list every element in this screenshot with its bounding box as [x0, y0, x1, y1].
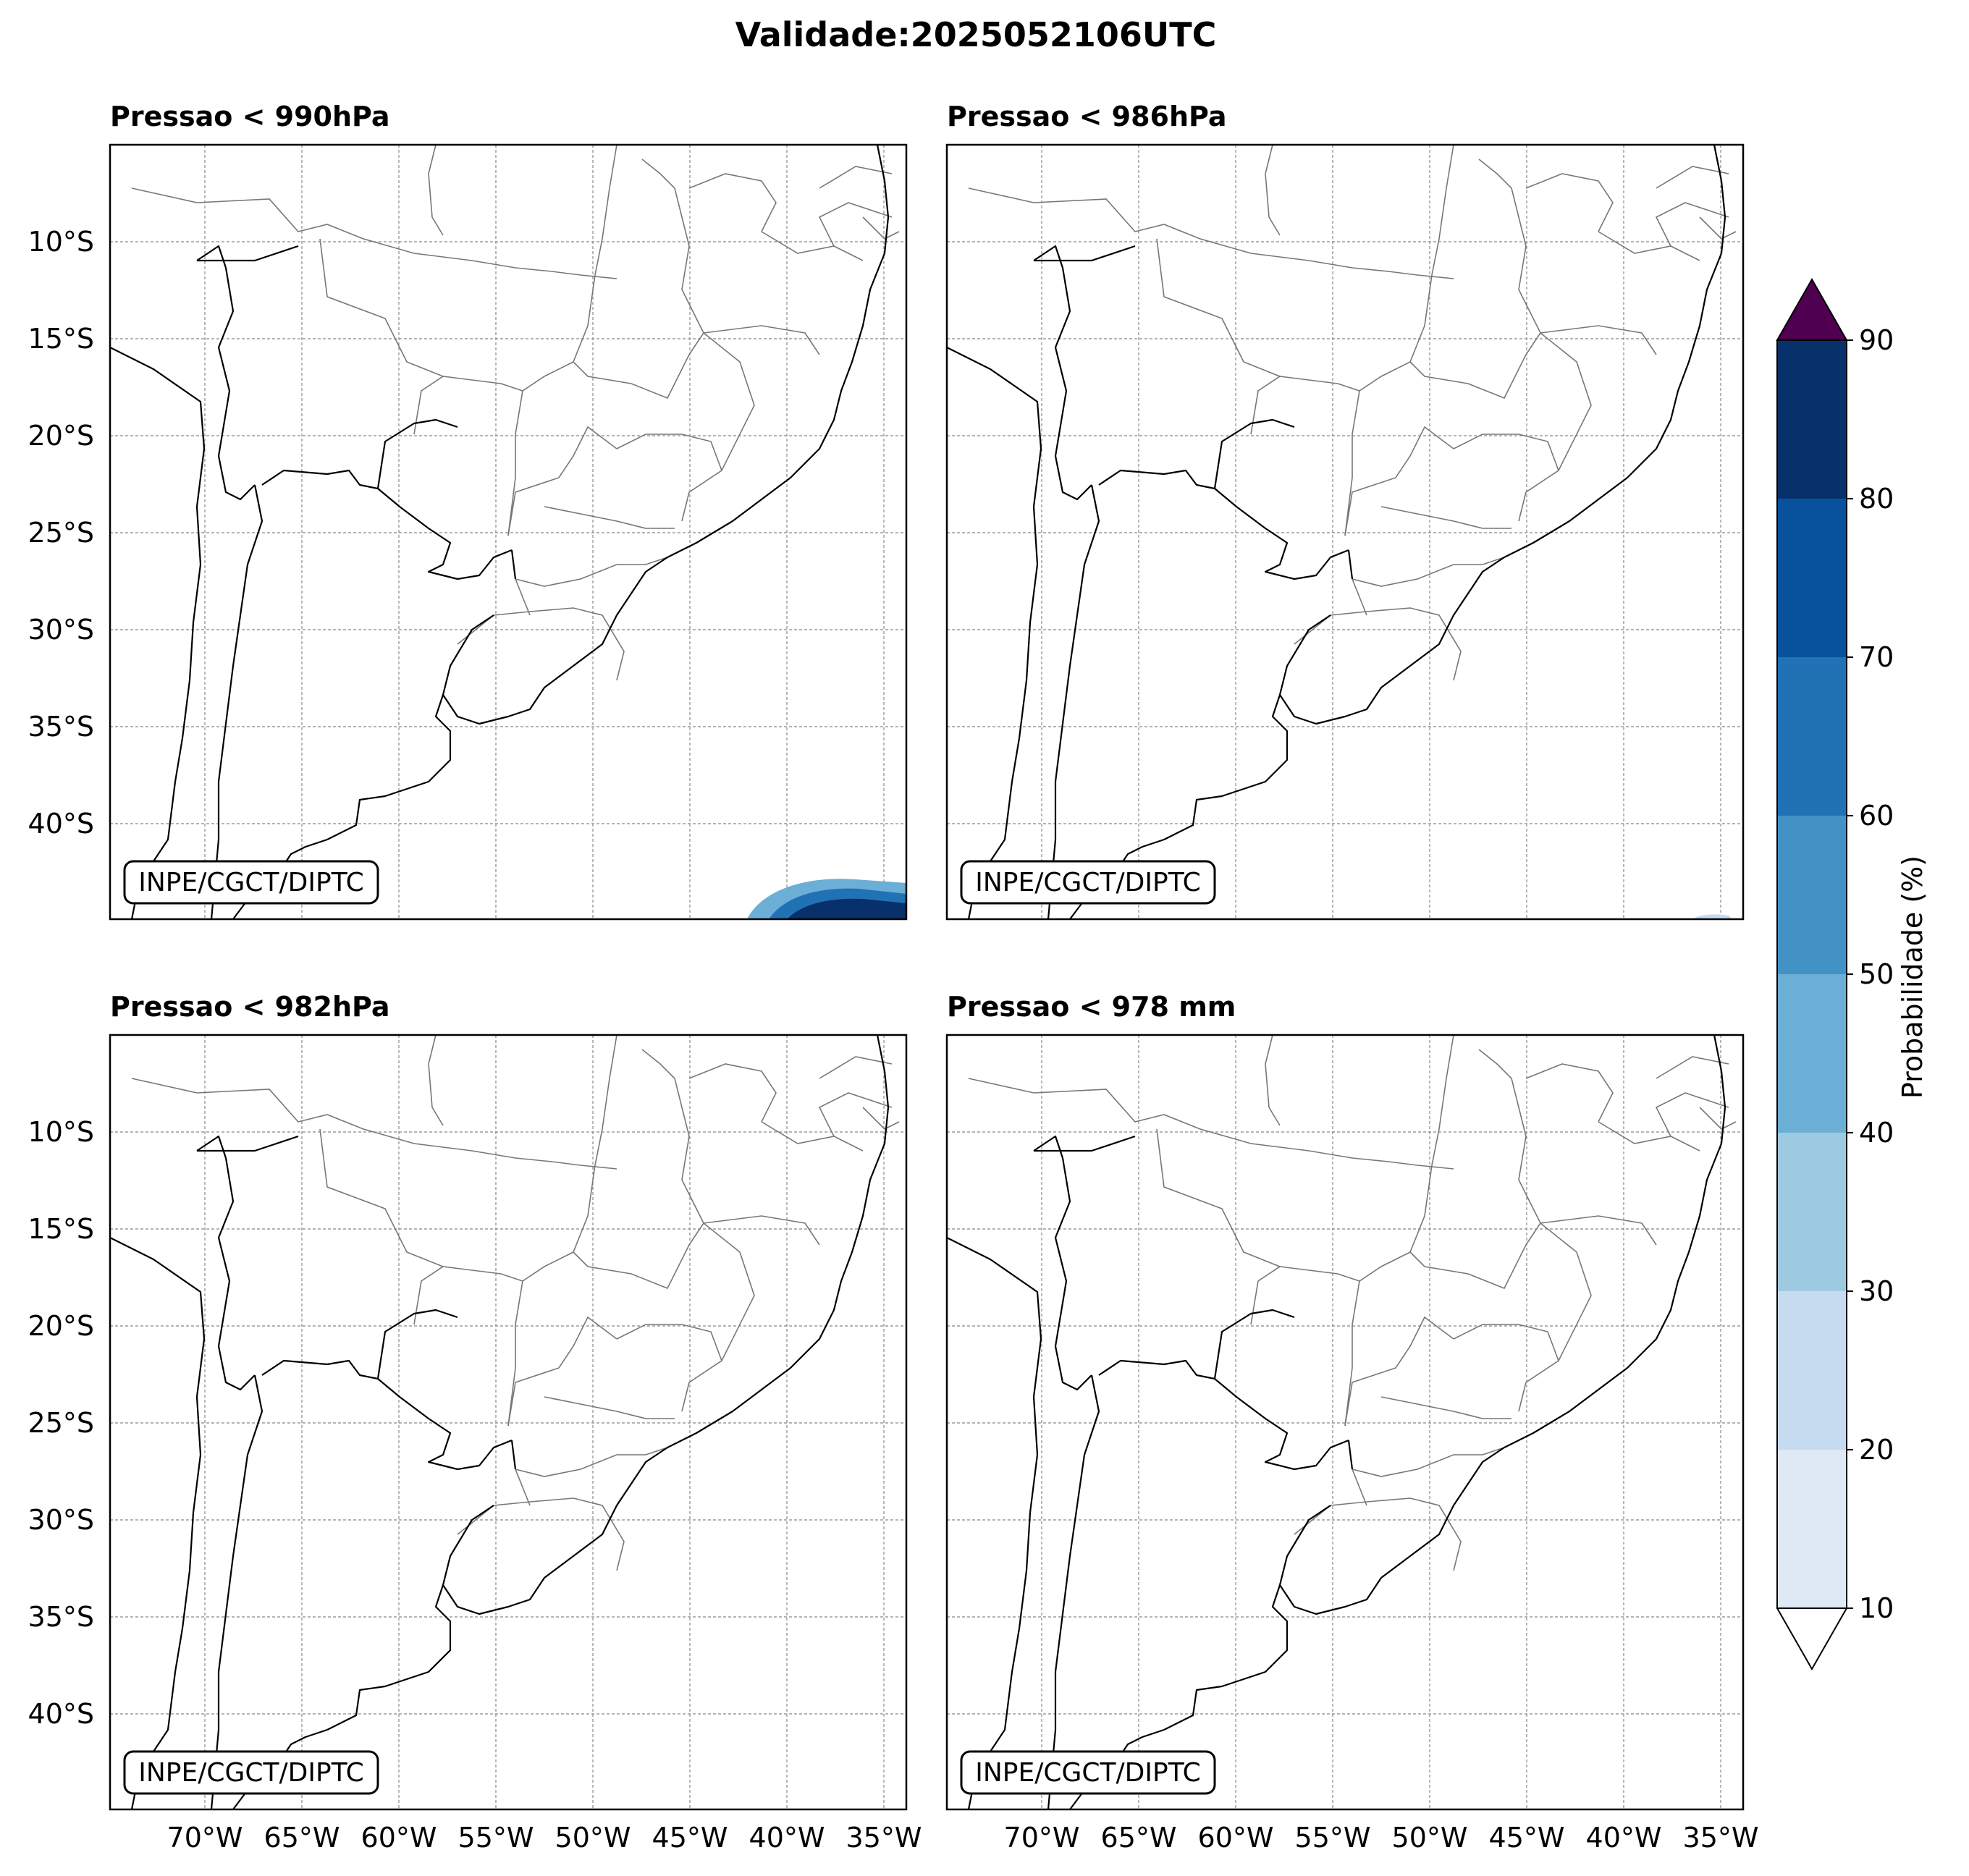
cb-segment-50-60: [1777, 816, 1847, 974]
colorbar: 10 20 30 40 50 60 70 80 90 Probabilidade…: [1776, 277, 1928, 1671]
cb-segment-10-20: [1777, 1450, 1847, 1608]
lat-tick: 35°S: [28, 1601, 94, 1633]
lat-labels-bottom: 10°S 15°S 20°S 25°S 30°S 35°S 40°S: [28, 1116, 94, 1730]
lat-tick: 10°S: [28, 226, 94, 258]
cb-tick: 10: [1859, 1592, 1894, 1624]
lat-tick: 15°S: [28, 1213, 94, 1245]
lon-tick: 35°W: [1683, 1822, 1759, 1854]
probability-area-986hpa: [1692, 914, 1732, 919]
lat-tick: 15°S: [28, 323, 94, 355]
lon-tick: 65°W: [1101, 1822, 1177, 1854]
credit-badge: INPE/CGCT/DIPTC: [960, 860, 1216, 905]
cb-segment-30-40: [1777, 1133, 1847, 1291]
cb-segment-60-70: [1777, 657, 1847, 816]
cb-segment-20-30: [1777, 1291, 1847, 1450]
lon-tick: 50°W: [1392, 1822, 1468, 1854]
cb-tick: 40: [1859, 1117, 1894, 1149]
cb-tick: 80: [1859, 483, 1894, 515]
lat-tick: 20°S: [28, 420, 94, 452]
svg-text:INPE/CGCT/DIPTC: INPE/CGCT/DIPTC: [138, 1758, 363, 1788]
lon-tick: 60°W: [1198, 1822, 1274, 1854]
panel-title: Pressao < 986hPa: [947, 101, 1227, 132]
cb-tick: 60: [1859, 800, 1894, 832]
panel-title: Pressao < 978 mm: [947, 991, 1236, 1023]
lon-tick: 70°W: [1004, 1822, 1080, 1854]
lat-tick: 40°S: [28, 808, 94, 840]
lon-tick: 55°W: [1295, 1822, 1371, 1854]
figure-title: Validade:2025052106UTC: [735, 15, 1217, 54]
panel-990hpa: Pressao < 990hPa INPE/CGCT/DIPTC: [109, 101, 908, 921]
cb-tick: 70: [1859, 641, 1894, 673]
colorbar-label: Probabilidade (%): [1897, 855, 1928, 1099]
lon-tick: 35°W: [846, 1822, 922, 1854]
cb-tick: 20: [1859, 1434, 1894, 1466]
cb-segment-80-90: [1777, 340, 1847, 499]
cb-tick: 90: [1859, 324, 1894, 356]
lat-tick: 30°S: [28, 614, 94, 646]
credit-badge: INPE/CGCT/DIPTC: [960, 1750, 1216, 1795]
cb-under-triangle: [1776, 1607, 1848, 1671]
lon-tick: 40°W: [1586, 1822, 1662, 1854]
panel-title: Pressao < 990hPa: [110, 101, 390, 132]
lat-tick: 10°S: [28, 1116, 94, 1148]
lon-tick: 45°W: [652, 1822, 728, 1854]
panel-982hpa: Pressao < 982hPa INPE/CGCT/DIPTC: [109, 991, 908, 1811]
probability-area-990hpa: [747, 879, 906, 919]
lon-labels-right: 70°W 65°W 60°W 55°W 50°W 45°W 40°W 35°W: [1004, 1822, 1759, 1854]
svg-text:INPE/CGCT/DIPTC: INPE/CGCT/DIPTC: [975, 868, 1200, 897]
lon-labels-left: 70°W 65°W 60°W 55°W 50°W 45°W 40°W 35°W: [167, 1822, 922, 1854]
credit-badge: INPE/CGCT/DIPTC: [123, 1750, 379, 1795]
lon-tick: 50°W: [555, 1822, 631, 1854]
lat-tick: 30°S: [28, 1504, 94, 1536]
svg-text:INPE/CGCT/DIPTC: INPE/CGCT/DIPTC: [138, 868, 363, 897]
lon-tick: 70°W: [167, 1822, 243, 1854]
cb-over-triangle: [1776, 277, 1848, 341]
panel-986hpa: Pressao < 986hPa INPE/CGCT/DIPTC: [945, 101, 1745, 921]
lon-tick: 55°W: [458, 1822, 534, 1854]
svg-text:INPE/CGCT/DIPTC: INPE/CGCT/DIPTC: [975, 1758, 1200, 1788]
lat-tick: 25°S: [28, 1407, 94, 1439]
credit-badge: INPE/CGCT/DIPTC: [123, 860, 379, 905]
lon-tick: 65°W: [264, 1822, 340, 1854]
lat-labels-top: 10°S 15°S 20°S 25°S 30°S 35°S 40°S: [28, 226, 94, 840]
lon-tick: 60°W: [361, 1822, 437, 1854]
cb-segment-40-50: [1777, 974, 1847, 1133]
lat-tick: 25°S: [28, 517, 94, 549]
lat-tick: 40°S: [28, 1698, 94, 1730]
panel-title: Pressao < 982hPa: [110, 991, 390, 1023]
cb-segment-70-80: [1777, 499, 1847, 657]
lat-tick: 35°S: [28, 711, 94, 743]
lon-tick: 40°W: [749, 1822, 825, 1854]
panel-978mm: Pressao < 978 mm INPE/CGCT/DIPTC: [945, 991, 1745, 1811]
cb-tick: 50: [1859, 958, 1894, 990]
lat-tick: 20°S: [28, 1310, 94, 1342]
cb-tick: 30: [1859, 1275, 1894, 1307]
lon-tick: 45°W: [1489, 1822, 1565, 1854]
